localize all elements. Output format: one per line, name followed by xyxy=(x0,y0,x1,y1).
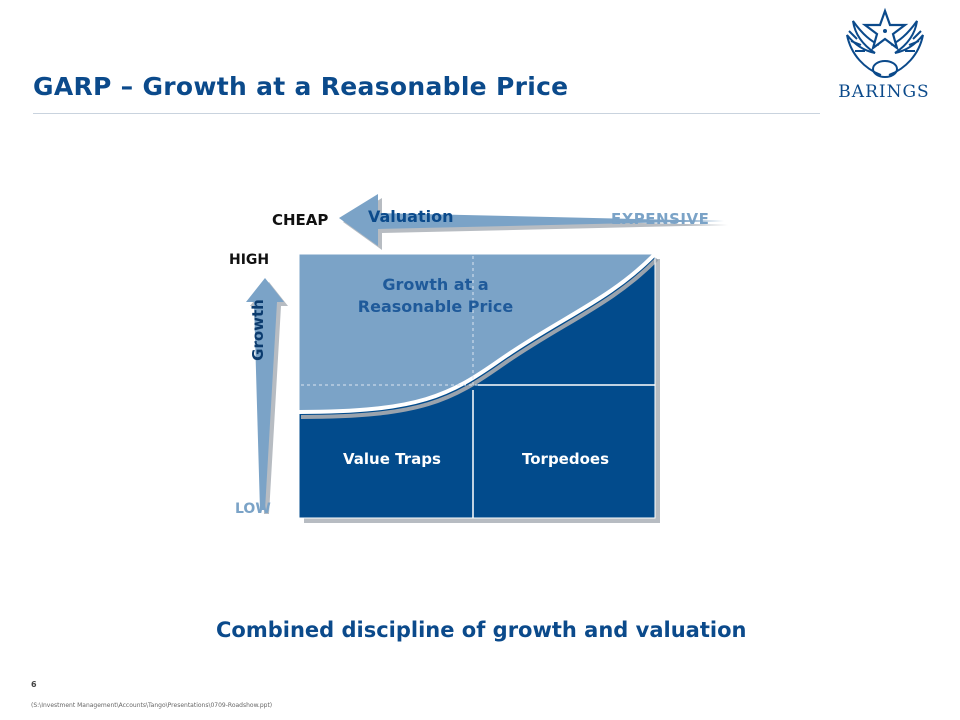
garp-curve xyxy=(298,252,657,414)
garp-region-label: Growth at a Reasonable Price xyxy=(357,275,514,316)
growth-axis-label: Growth xyxy=(249,299,267,361)
logo-wordmark: BARINGS xyxy=(838,82,930,102)
valuation-axis-label: Valuation xyxy=(368,207,454,226)
curve-shadow xyxy=(300,257,659,419)
tagline: Combined discipline of growth and valuat… xyxy=(216,618,747,642)
barings-crest-icon xyxy=(846,7,924,78)
growth-arrow xyxy=(246,278,284,510)
low-label: LOW xyxy=(235,501,271,517)
cheap-label: CHEAP xyxy=(272,211,329,229)
value-traps-label: Value Traps xyxy=(343,450,441,468)
title-divider xyxy=(33,113,820,114)
file-path: (S:\Investment Management\Accounts\Tango… xyxy=(31,702,273,709)
matrix-border xyxy=(298,253,656,519)
expensive-label: EXPENSIVE xyxy=(611,210,710,228)
high-label: HIGH xyxy=(229,252,270,268)
torpedoes-label: Torpedoes xyxy=(522,450,609,468)
page-number: 6 xyxy=(31,680,37,689)
valuation-arrow xyxy=(339,194,724,246)
page-title: GARP – Growth at a Reasonable Price xyxy=(33,72,569,101)
